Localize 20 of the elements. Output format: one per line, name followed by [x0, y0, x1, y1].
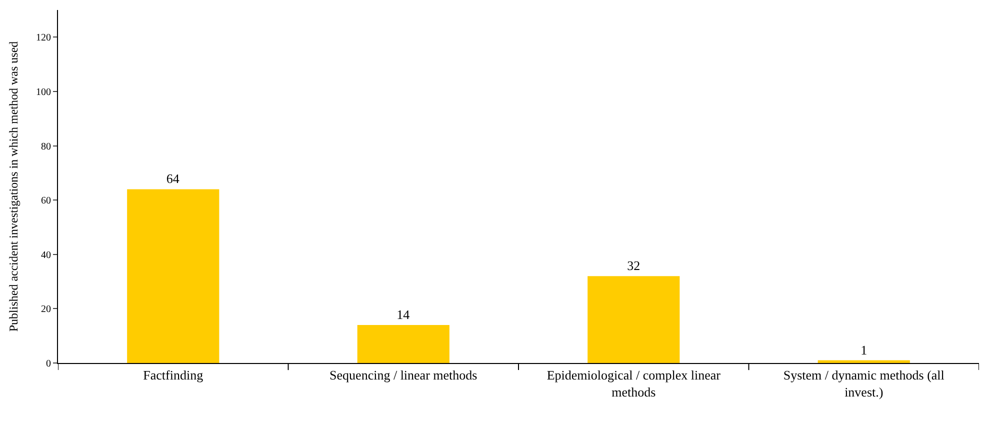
data-label: 1 — [860, 342, 868, 358]
y-tick-label: 80 — [41, 141, 51, 152]
y-tick-label: 60 — [41, 196, 51, 207]
y-axis-title: Published accident investigations in which method was used — [6, 41, 20, 332]
x-tick-label: System / dynamic methods (all invest.) — [783, 368, 945, 400]
x-tick-label: Sequencing / linear methods — [330, 368, 478, 383]
y-tick-label: 0 — [46, 358, 51, 370]
y-tick-label: 20 — [41, 304, 51, 316]
y-tick-label: 120 — [36, 32, 51, 44]
y-tick-label: 100 — [36, 86, 51, 98]
x-tick-label: Factfinding — [143, 368, 204, 383]
bar — [357, 324, 450, 363]
bar — [588, 276, 680, 363]
data-label: 32 — [627, 258, 640, 274]
y-tick-label: 40 — [41, 250, 51, 261]
bar — [818, 360, 910, 363]
bar — [127, 189, 220, 363]
data-label: 14 — [396, 306, 410, 322]
x-tick-label: Epidemiological / complex linear methods — [546, 368, 722, 400]
data-label: 64 — [166, 171, 180, 186]
